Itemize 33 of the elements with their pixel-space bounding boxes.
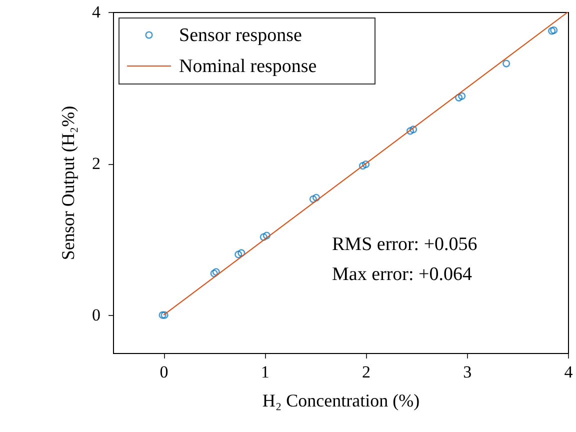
point (160, 311, 168, 319)
point (548, 27, 556, 35)
x-tick-label: 4 (564, 362, 574, 382)
legend-label: Sensor response (179, 25, 302, 46)
point (550, 26, 558, 34)
annotation: RMS error: +0.056 (332, 234, 478, 255)
annotation: Max error: +0.064 (332, 264, 472, 285)
point (210, 270, 218, 278)
point (309, 195, 318, 203)
x-tick-label: 0 (160, 362, 168, 382)
point (212, 268, 220, 276)
point (454, 94, 463, 102)
point (409, 126, 418, 134)
y-axis-title: Sensor Output (H₂%) (58, 106, 78, 260)
point (458, 92, 466, 100)
x-axis-title: H₂ Concentration (%) (262, 390, 420, 410)
legend-label: Nominal response (179, 56, 317, 77)
point (262, 232, 270, 240)
point (238, 249, 246, 257)
point (234, 250, 242, 258)
y-tick-label: 0 (92, 306, 100, 325)
x-tick-label: 1 (260, 362, 270, 382)
point (358, 162, 367, 170)
y-tick-label: 4 (92, 2, 101, 22)
point (362, 160, 370, 168)
point (312, 194, 320, 202)
y-tick-label: 2 (92, 154, 100, 174)
point (158, 311, 166, 319)
point (502, 60, 510, 68)
x-tick-label: 3 (463, 362, 472, 382)
point (260, 233, 268, 241)
point (406, 127, 414, 135)
x-tick-label: 2 (362, 362, 371, 382)
